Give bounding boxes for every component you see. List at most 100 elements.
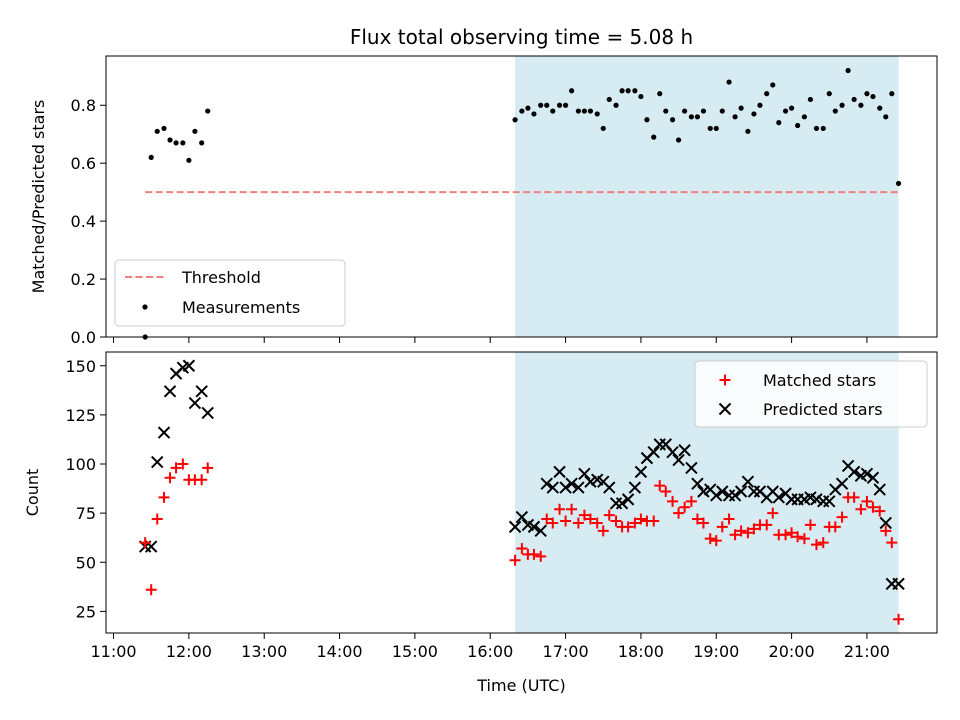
predicted-point [716, 485, 729, 498]
predicted-point [847, 465, 861, 479]
measurement-point [657, 91, 663, 97]
measurement-point [782, 108, 789, 114]
matched-point [673, 507, 685, 519]
matched-point [566, 503, 578, 515]
matched-point [635, 513, 647, 525]
predicted-point [685, 461, 698, 475]
measurement-point [581, 108, 588, 114]
x-tick-label: 18:00 [618, 642, 664, 661]
x-axis-label: Time (UTC) [476, 676, 565, 695]
legend-predicted-swatch [718, 402, 732, 416]
measurement-point [675, 137, 682, 143]
predicted-point [553, 465, 566, 479]
measurement-point [807, 96, 814, 103]
measurement-point [788, 105, 795, 111]
measurement-point [512, 117, 518, 123]
matched-point [798, 533, 810, 545]
measurement-point [751, 111, 757, 117]
chart-title: Flux total observing time = 5.08 h [350, 25, 693, 49]
matched-point [848, 491, 860, 503]
y-tick-label: 150 [65, 357, 96, 376]
measurement-point [606, 96, 612, 103]
measurement-point [726, 79, 732, 85]
legend-predicted-label: Predicted stars [763, 400, 883, 419]
matched-point [748, 523, 760, 535]
predicted-point [603, 481, 616, 494]
matched-point [697, 517, 709, 529]
predicted-point [647, 446, 660, 459]
measurement-point [600, 125, 606, 132]
measurement-point [694, 114, 701, 120]
measurement-point [870, 93, 876, 100]
matched-point [761, 519, 773, 531]
predicted-point [628, 481, 642, 494]
predicted-point [565, 477, 578, 490]
predicted-point [559, 481, 572, 494]
matched-point [535, 550, 547, 562]
matched-point [177, 458, 189, 470]
matched-point [685, 495, 697, 507]
predicted-point [728, 489, 742, 502]
x-tick-label: 15:00 [392, 642, 438, 661]
measurement-point [173, 140, 179, 146]
measurement-point [619, 88, 625, 94]
legend-matched-label: Matched stars [763, 371, 876, 390]
measurement-point [651, 134, 657, 140]
measurement-point [864, 91, 870, 97]
measurement-point [154, 128, 160, 134]
measurement-point [663, 108, 669, 114]
measurement-point [632, 88, 638, 94]
predicted-point [515, 510, 529, 524]
matched-point [691, 513, 703, 525]
measurement-point [538, 102, 544, 108]
matched-point [723, 513, 735, 525]
measurement-point [167, 137, 173, 143]
measurement-point [832, 108, 838, 114]
measurement-point [700, 108, 707, 114]
measurement-point [180, 140, 186, 146]
legend-box [114, 259, 346, 327]
matched-point [861, 495, 873, 507]
matched-point [591, 517, 603, 529]
measurement-point [820, 125, 826, 132]
measurement-point [719, 108, 725, 114]
measurement-point [813, 125, 820, 132]
legend-threshold-label: Threshold [181, 268, 261, 287]
predicted-point [860, 467, 874, 481]
matched-point [554, 503, 566, 515]
matched-point [893, 613, 905, 625]
measurement-point [713, 125, 719, 132]
predicted-point [666, 446, 679, 459]
measurement-point [192, 128, 198, 134]
matched-point [886, 537, 898, 549]
measurement-point [644, 117, 650, 123]
y-tick-label: 125 [65, 406, 96, 425]
matched-point [679, 501, 691, 513]
predicted-point [734, 485, 748, 498]
measurement-point [625, 88, 631, 94]
y-tick-label: 75 [76, 504, 96, 523]
measurement-point [556, 102, 563, 108]
y-axis-label: Matched/Predicted stars [29, 100, 48, 294]
matched-point [654, 480, 666, 492]
predicted-point [188, 396, 202, 410]
matched-point [622, 521, 634, 533]
x-tick-label: 20:00 [769, 642, 815, 661]
predicted-point [615, 497, 629, 510]
x-tick-label: 12:00 [166, 642, 212, 661]
matched-point [767, 507, 779, 519]
matched-point [196, 474, 208, 486]
matched-point [874, 505, 886, 517]
matched-point [648, 515, 660, 527]
measurement-point [826, 91, 832, 97]
y-tick-label: 0.8 [71, 96, 96, 115]
measurement-point [764, 91, 770, 97]
matched-point [151, 513, 163, 525]
measurement-point [845, 67, 851, 74]
matched-point [836, 511, 848, 523]
matched-point [704, 533, 716, 545]
y-tick-label: 100 [65, 455, 96, 474]
measurement-point [161, 125, 167, 132]
matched-point [804, 519, 816, 531]
